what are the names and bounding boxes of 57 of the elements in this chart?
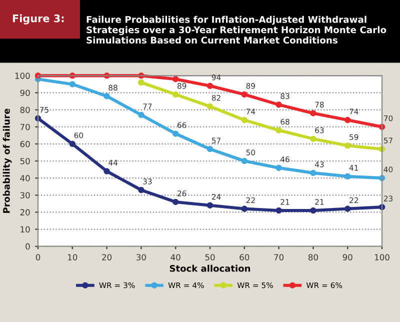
y-tick-label: 10	[20, 226, 30, 233]
point	[241, 91, 248, 98]
point	[104, 93, 110, 100]
point	[104, 168, 110, 174]
x-axis-title: Stock allocation	[170, 264, 250, 272]
x-tick-label: 50	[205, 254, 215, 260]
point	[69, 140, 76, 148]
y-tick-label: 30	[20, 192, 30, 198]
point	[310, 136, 316, 142]
point	[138, 79, 144, 86]
x-tick-label: 40	[170, 254, 180, 260]
point	[138, 186, 144, 194]
x-tick-label: 30	[136, 254, 146, 260]
caption: Figure 3:	[12, 14, 64, 24]
y-tick-label: 0	[26, 243, 30, 250]
x-tick-label: 60	[240, 254, 250, 260]
y-tick-label: 100	[15, 72, 30, 79]
point	[172, 91, 179, 98]
y-tick-label: 60	[20, 140, 30, 148]
point	[206, 103, 214, 110]
point	[344, 173, 351, 180]
y-tick-label: 80	[20, 106, 30, 114]
y-tick-label: 20	[20, 209, 30, 216]
x-tick-label: 0	[36, 254, 40, 260]
x-tick-label: 80	[308, 254, 318, 260]
point	[241, 116, 248, 124]
point	[241, 206, 248, 212]
x-tick-label: 20	[102, 254, 112, 260]
x-tick-label: 10	[68, 254, 78, 260]
point	[344, 142, 351, 149]
y-tick-label: 90	[20, 90, 30, 96]
y-tick-label: 40	[20, 175, 30, 182]
point	[276, 164, 282, 171]
point	[172, 76, 179, 82]
x-tick-label: 70	[274, 254, 284, 260]
point	[344, 116, 351, 124]
point	[276, 102, 282, 108]
x-tick-label: 100	[374, 254, 390, 260]
y-tick-label: 50	[20, 158, 30, 164]
point	[276, 127, 282, 134]
point	[310, 170, 316, 176]
point	[206, 202, 214, 208]
chart-title: Failure Probabilities for Inflation-Adjusted Withdrawal Strategies over a 30-Year Retirement Horizon Monte Carlo Simulations Based on Current Market Conditions	[86, 16, 386, 44]
point	[310, 207, 316, 214]
point	[138, 112, 144, 118]
x-tick-label: 90	[342, 254, 352, 260]
y-axis-title: Probability of failure	[2, 108, 12, 213]
point	[206, 82, 214, 90]
y-tick-label: 70	[20, 124, 30, 130]
point	[206, 146, 214, 152]
point	[241, 158, 248, 164]
point	[172, 198, 179, 206]
point	[344, 206, 351, 212]
point	[172, 130, 179, 137]
point	[69, 81, 76, 88]
point	[276, 207, 282, 214]
point	[310, 110, 316, 116]
